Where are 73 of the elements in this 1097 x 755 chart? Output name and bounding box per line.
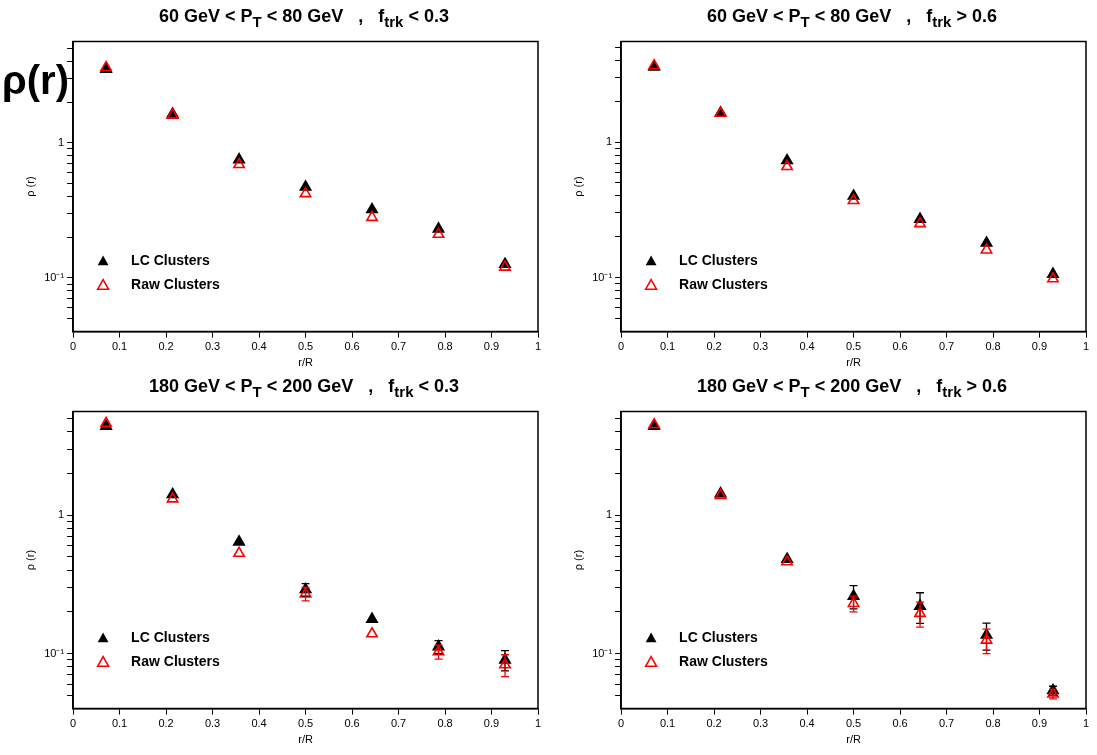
legend-label: Raw Clusters [131, 653, 221, 670]
x-tick-label: 0.7 [938, 717, 955, 730]
chart-title: 60 GeV < P$_{T}$ < 80 GeV , f$_{trk}$ < 0.3 [158, 5, 450, 32]
x-tick-label: 0.4 [251, 340, 267, 353]
x-tick-label: 0.4 [799, 717, 815, 730]
legend-label: LC Clusters [679, 629, 758, 646]
x-tick-label: 0.6 [344, 340, 360, 353]
legend-label: LC Clusters [131, 629, 210, 646]
x-tick-label: 0.3 [752, 340, 769, 353]
x-tick-label: 0.5 [845, 340, 862, 353]
x-tick-label: 0 [618, 340, 625, 353]
x-tick-label: 0.9 [483, 717, 500, 730]
x-tick-label: 0.3 [204, 340, 221, 353]
legend-label: Raw Clusters [131, 276, 221, 293]
y-tick-label: 1 [605, 508, 613, 521]
x-axis-title: r/R [846, 356, 861, 369]
x-tick-label: 0.7 [390, 717, 407, 730]
x-tick-label: 0.7 [390, 340, 407, 353]
chart-title: 180 GeV < P$_{T}$ < 200 GeV , f$_{trk}$ > 0.6 [695, 375, 1009, 402]
y-tick-label: 10⁻¹ [44, 270, 65, 283]
x-tick-label: 0.6 [344, 717, 360, 730]
x-axis-title: r/R [846, 733, 861, 746]
y-tick-label: 1 [57, 135, 65, 148]
x-tick-label: 0.9 [483, 340, 500, 353]
x-tick-label: 0.6 [892, 340, 908, 353]
y-tick-label: 10⁻¹ [592, 646, 613, 659]
x-tick-label: 1 [1082, 340, 1090, 353]
legend-label: LC Clusters [679, 252, 758, 269]
x-tick-label: 0.8 [437, 717, 453, 730]
x-tick-label: 0.9 [1031, 717, 1048, 730]
y-axis-title: ρ (r) [571, 176, 584, 197]
x-tick-label: 0 [70, 340, 77, 353]
x-tick-label: 0.1 [111, 717, 128, 730]
x-tick-label: 0 [70, 717, 77, 730]
x-tick-label: 0.1 [659, 340, 676, 353]
chart-title: 60 GeV < P$_{T}$ < 80 GeV , f$_{trk}$ > 0.6 [706, 5, 998, 32]
x-tick-label: 0.3 [204, 717, 221, 730]
legend-label: Raw Clusters [679, 653, 769, 670]
y-tick-label: 10⁻¹ [44, 646, 65, 659]
x-tick-label: 1 [1082, 717, 1090, 730]
x-tick-label: 0.5 [845, 717, 862, 730]
legend-label: LC Clusters [131, 252, 210, 269]
y-tick-label: 1 [57, 508, 65, 521]
legend-label: Raw Clusters [679, 276, 769, 293]
x-axis-title: r/R [298, 356, 313, 369]
chart-title: 180 GeV < P$_{T}$ < 200 GeV , f$_{trk}$ < 0.3 [147, 375, 461, 402]
x-tick-label: 0.6 [892, 717, 908, 730]
x-tick-label: 0.7 [938, 340, 955, 353]
x-tick-label: 0.9 [1031, 340, 1048, 353]
x-tick-label: 1 [534, 340, 542, 353]
x-tick-label: 1 [534, 717, 542, 730]
x-tick-label: 0.5 [297, 340, 314, 353]
y-tick-label: 1 [605, 135, 613, 148]
x-tick-label: 0.8 [985, 340, 1001, 353]
y-axis-title: ρ (r) [571, 549, 584, 571]
x-axis-title: r/R [298, 733, 313, 746]
x-tick-label: 0.5 [297, 717, 314, 730]
x-tick-label: 0.1 [111, 340, 128, 353]
x-tick-label: 0.3 [752, 717, 769, 730]
text: ρ(r) [2, 58, 69, 103]
x-tick-label: 0.4 [799, 340, 815, 353]
y-tick-label: 10⁻¹ [592, 270, 613, 283]
x-tick-label: 0.8 [985, 717, 1001, 730]
y-axis-title: ρ (r) [23, 176, 36, 197]
x-tick-label: 0.8 [437, 340, 453, 353]
x-tick-label: 0.2 [706, 717, 722, 730]
x-tick-label: 0.4 [251, 717, 267, 730]
y-axis-title: ρ (r) [23, 549, 36, 571]
x-tick-label: 0.1 [659, 717, 676, 730]
x-tick-label: 0.2 [706, 340, 722, 353]
x-tick-label: 0.2 [158, 717, 174, 730]
x-tick-label: 0.2 [158, 340, 174, 353]
x-tick-label: 0 [618, 717, 625, 730]
